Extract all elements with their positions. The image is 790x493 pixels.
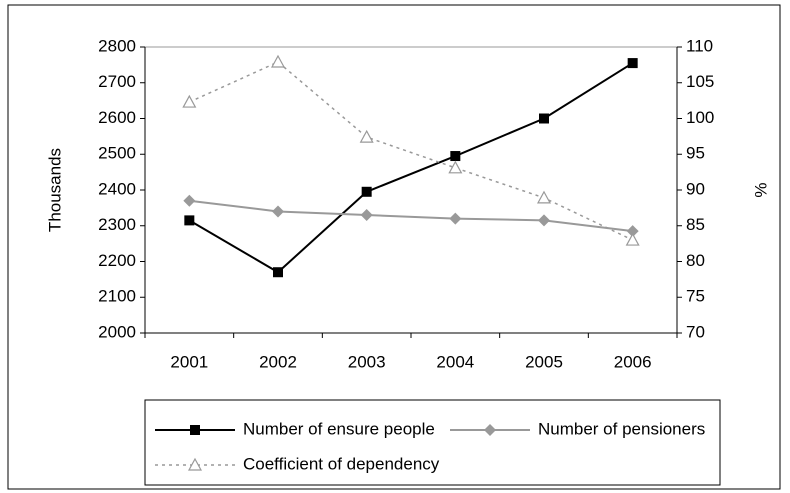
y-axis-label: Thousands bbox=[45, 148, 64, 232]
data-point bbox=[626, 225, 639, 238]
data-point bbox=[272, 205, 284, 218]
y-tick-label: 2800 bbox=[98, 36, 136, 55]
x-tick-label: 2004 bbox=[436, 352, 474, 371]
data-point bbox=[538, 214, 550, 227]
data-point bbox=[448, 160, 463, 174]
series-line bbox=[188, 62, 634, 274]
data-point bbox=[359, 129, 374, 143]
y-tick-label: 2400 bbox=[98, 179, 136, 198]
series-line bbox=[189, 199, 633, 233]
y-tick-label: 2000 bbox=[98, 322, 136, 341]
x-tick-label: 2003 bbox=[348, 352, 386, 371]
series-line bbox=[189, 61, 633, 241]
x-tick-label: 2005 bbox=[525, 352, 563, 371]
data-point bbox=[273, 267, 283, 278]
data-point bbox=[536, 190, 552, 204]
y2-tick-label: 70 bbox=[686, 322, 705, 341]
y2-tick-label: 90 bbox=[686, 179, 705, 198]
y2-axis-label: % bbox=[751, 182, 770, 197]
data-point bbox=[183, 194, 196, 207]
x-tick-label: 2002 bbox=[259, 352, 297, 371]
data-point bbox=[361, 186, 372, 197]
data-point bbox=[449, 212, 462, 225]
legend-box bbox=[144, 399, 721, 486]
data-point bbox=[360, 209, 373, 222]
y2-tick-label: 95 bbox=[686, 144, 705, 163]
data-point bbox=[450, 151, 461, 162]
legend-marker bbox=[484, 424, 496, 436]
y2-tick-label: 75 bbox=[686, 287, 705, 306]
legend-label: Number of pensioners bbox=[538, 419, 705, 438]
legend-label: Number of ensure people bbox=[243, 419, 435, 438]
data-point bbox=[182, 94, 197, 108]
x-tick-label: 2001 bbox=[170, 352, 208, 371]
y2-tick-label: 110 bbox=[686, 36, 713, 55]
legend-label: Coefficient of dependency bbox=[243, 454, 440, 473]
data-point bbox=[625, 232, 640, 246]
y-tick-label: 2600 bbox=[98, 108, 136, 127]
data-point bbox=[627, 58, 638, 69]
y2-tick-label: 80 bbox=[686, 251, 705, 270]
legend-marker bbox=[187, 457, 203, 471]
y-tick-label: 2300 bbox=[98, 215, 136, 234]
y2-tick-label: 105 bbox=[686, 72, 714, 91]
y-tick-label: 2200 bbox=[98, 251, 136, 270]
y2-tick-label: 100 bbox=[686, 108, 714, 127]
y-tick-label: 2500 bbox=[98, 144, 136, 163]
data-point bbox=[270, 54, 286, 68]
legend-marker bbox=[190, 425, 200, 435]
x-tick-label: 2006 bbox=[614, 352, 652, 371]
y-tick-label: 2100 bbox=[98, 287, 136, 306]
y-tick-label: 2700 bbox=[98, 72, 136, 91]
y2-tick-label: 85 bbox=[686, 215, 705, 234]
data-point bbox=[539, 113, 549, 124]
data-point bbox=[184, 215, 195, 226]
